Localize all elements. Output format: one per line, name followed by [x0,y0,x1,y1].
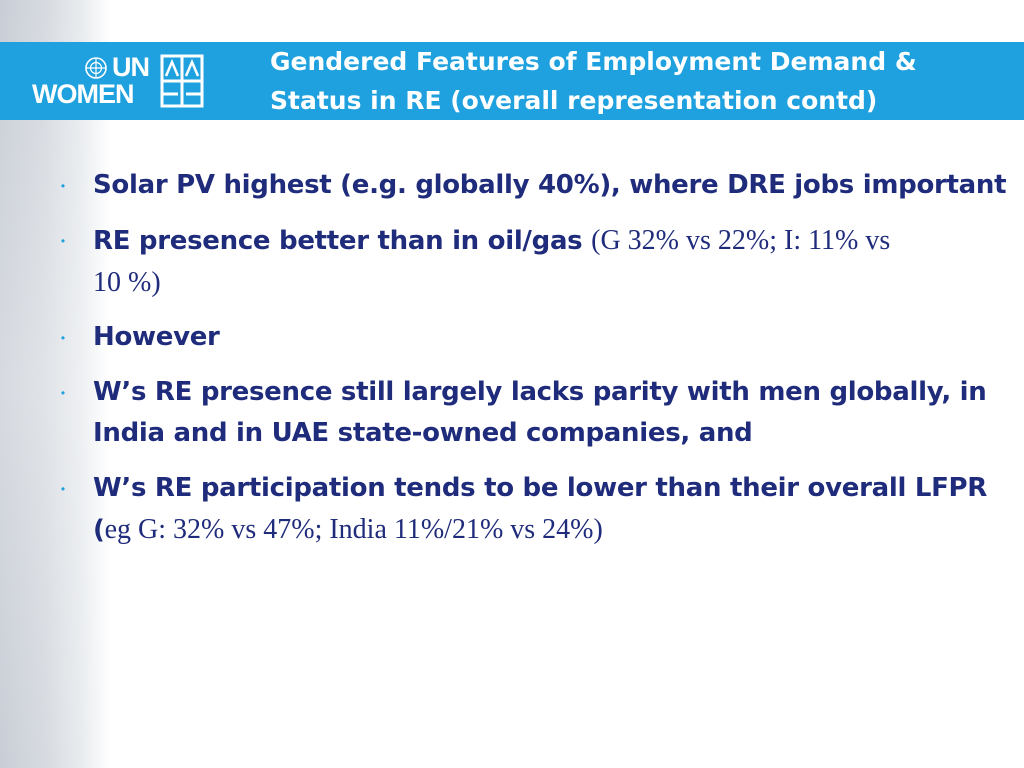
bullet-item-however: • However [48,317,978,358]
bullet-line: RE presence better than in oil/gas (G 32… [93,220,978,262]
bullet-item-re-presence: • RE presence better than in oil/gas (G … [48,220,978,303]
bullet-text: W’s RE participation tends to be lower t… [93,473,988,503]
bullet-text: However [93,322,220,352]
bullet-stats-text: (G 32% vs 22%; I: 11% vs [591,225,891,256]
bullet-text: Solar PV highest (e.g. globally 40%), wh… [93,170,1007,200]
bullet-dot-icon: • [60,179,66,193]
bullet-line: W’s RE presence still largely lacks pari… [93,372,987,413]
bullet-text: India and in UAE state-owned companies, … [93,418,753,448]
bullet-line: W’s RE participation tends to be lower t… [93,468,987,509]
bullet-dot-icon: • [60,331,66,345]
un-women-emblem-icon [160,54,204,108]
bullet-list: • Solar PV highest (e.g. globally 40%), … [48,165,1007,565]
bullet-line: 10 %) [93,262,978,303]
logo-women-text: WOMEN [32,79,134,109]
bullet-dot-icon: • [60,482,66,496]
bullet-line: (eg G: 32% vs 47%; India 11%/21% vs 24%) [93,509,978,551]
logo-un-text: UN [112,52,150,82]
bullet-stats-text: 10 %) [93,267,161,298]
bullet-text: RE presence better than in oil/gas [93,226,592,256]
bullet-line: India and in UAE state-owned companies, … [93,413,978,454]
bullet-item-parity: • W’s RE presence still largely lacks pa… [48,372,987,454]
un-women-logo: UN WOMEN [32,52,208,110]
bullet-line: However [93,317,978,358]
bullet-dot-icon: • [60,234,66,248]
slide-title-line-2: Status in RE (overall representation con… [270,86,878,115]
bullet-line: Solar PV highest (e.g. globally 40%), wh… [93,165,1007,206]
bullet-item-solar: • Solar PV highest (e.g. globally 40%), … [48,165,1007,206]
bullet-text: ( [93,515,105,545]
bullet-item-lfpr: • W’s RE participation tends to be lower… [48,468,987,551]
left-decorative-gradient [0,0,110,768]
slide-title: Gendered Features of Employment Demand &… [270,42,990,120]
bullet-text: W’s RE presence still largely lacks pari… [93,377,987,407]
bullet-stats-text: eg G: 32% vs 47%; India 11%/21% vs 24%) [104,514,603,545]
slide-title-line-1: Gendered Features of Employment Demand & [270,47,917,76]
un-globe-icon [85,57,107,79]
bullet-dot-icon: • [60,386,66,400]
